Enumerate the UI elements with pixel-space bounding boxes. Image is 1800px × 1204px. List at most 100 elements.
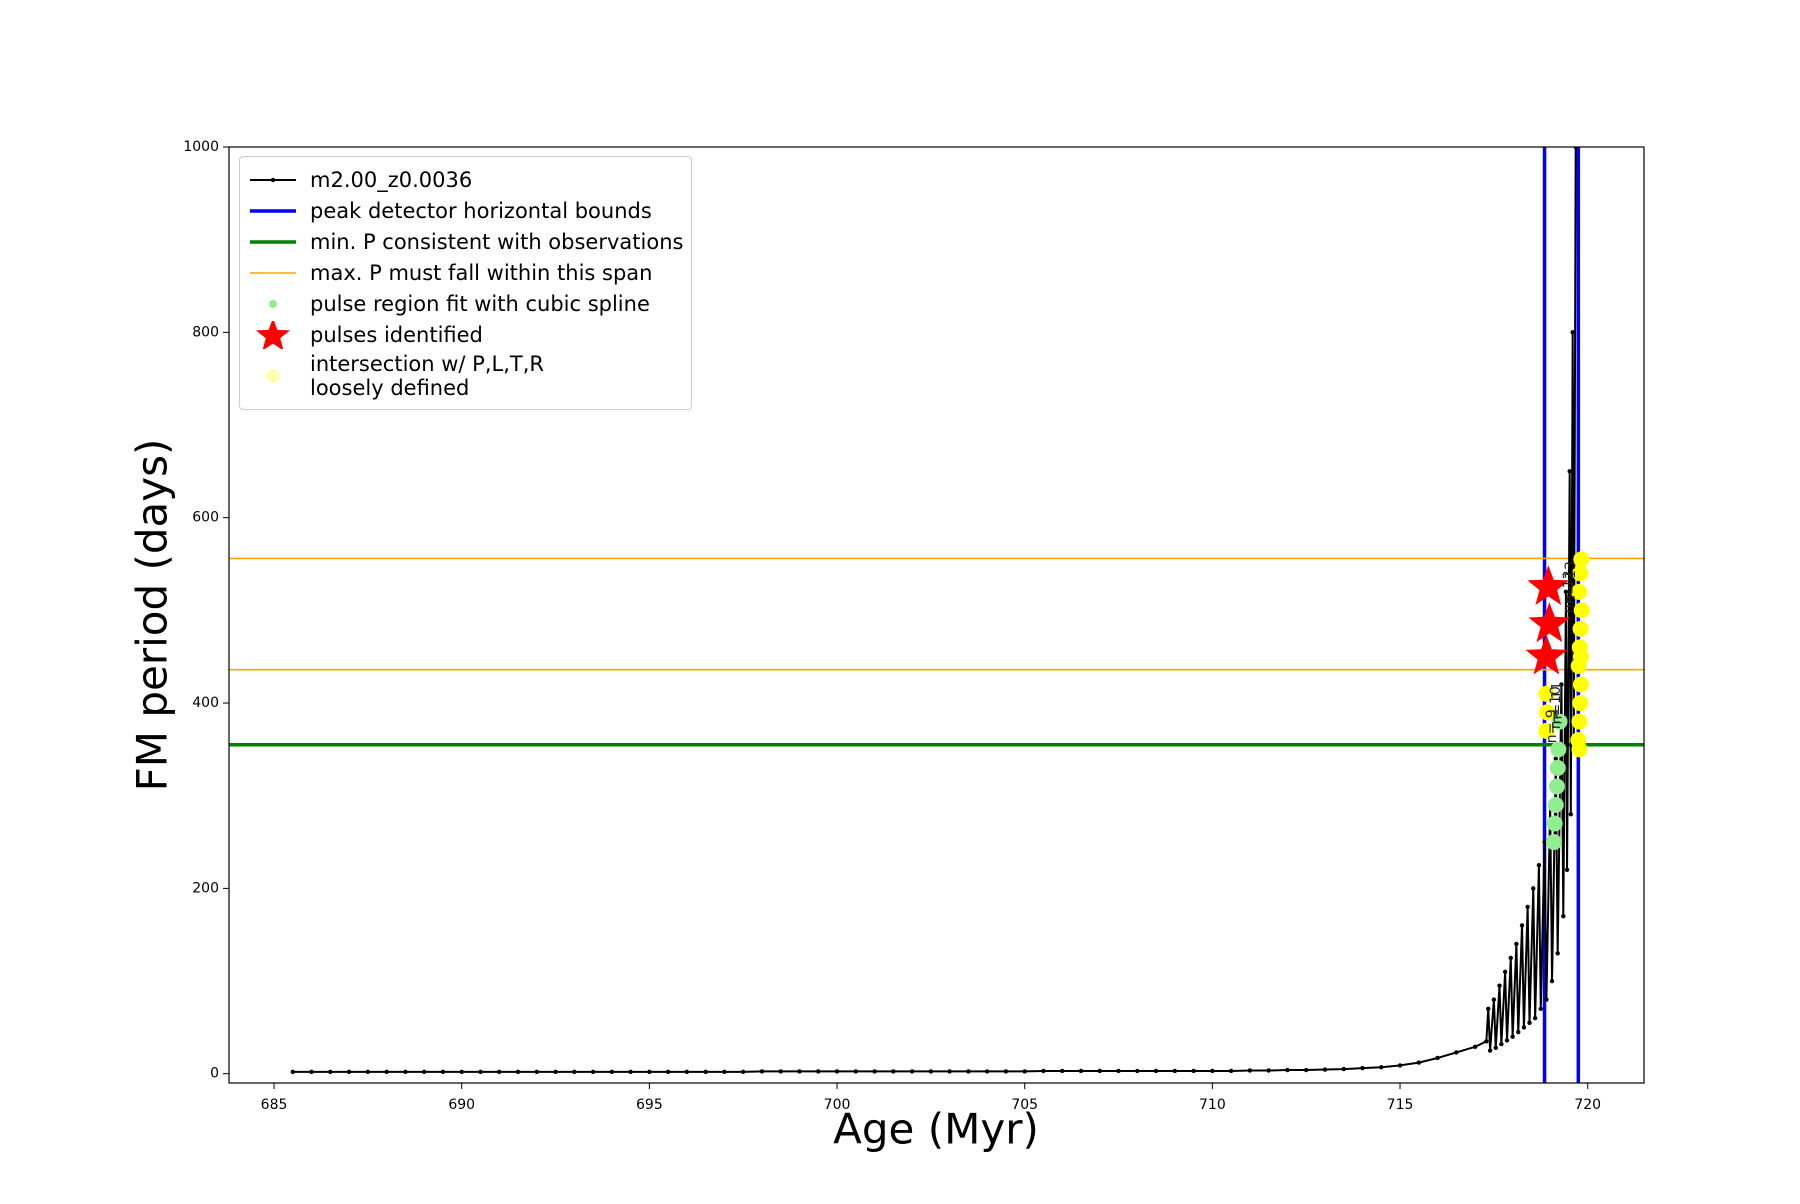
data-point — [1570, 330, 1575, 335]
data-point — [1078, 1068, 1084, 1074]
data-point — [1379, 1065, 1384, 1070]
data-point — [741, 1069, 746, 1075]
data-point — [928, 1069, 934, 1074]
data-point — [384, 1069, 389, 1075]
annotation: n= 9 — [1544, 709, 1560, 743]
legend-label: peak detector horizontal bounds — [310, 199, 652, 223]
scatter-point — [1547, 796, 1564, 813]
data-point — [1435, 1055, 1440, 1061]
legend-swatch — [266, 369, 280, 383]
legend-item: peak detector horizontal bounds — [246, 197, 683, 225]
y-tick-label: 800 — [192, 324, 219, 340]
data-point — [984, 1069, 990, 1074]
data-point — [703, 1069, 708, 1075]
annotation: n= 13 — [1563, 561, 1579, 604]
data-point — [1527, 1020, 1532, 1025]
data-point — [665, 1069, 671, 1075]
x-tick-label: 690 — [448, 1097, 475, 1113]
scatter-point — [1551, 713, 1568, 730]
data-point — [647, 1069, 652, 1075]
scatter-point — [1538, 685, 1555, 702]
annotation: n= 12 — [1561, 570, 1577, 613]
data-point — [1544, 997, 1549, 1002]
data-point — [853, 1069, 859, 1074]
data-point — [816, 1069, 821, 1074]
data-point — [778, 1069, 783, 1074]
data-point — [1097, 1068, 1102, 1074]
data-point — [1508, 955, 1513, 961]
y-tick-label: 200 — [192, 880, 219, 896]
legend-label: intersection w/ P,L,T,R loosely defined — [310, 352, 544, 400]
data-point — [947, 1069, 952, 1074]
data-point — [1559, 682, 1564, 687]
pulse-star — [1528, 602, 1571, 643]
y-axis-label: FM period (days) — [128, 439, 177, 792]
data-point — [478, 1069, 483, 1075]
y-tick-label: 0 — [210, 1066, 219, 1082]
data-point — [1022, 1069, 1027, 1074]
scatter-point — [1571, 583, 1588, 600]
data-point — [1502, 969, 1508, 974]
legend-label: m2.00_z0.0036 — [310, 168, 473, 192]
data-point — [1487, 1048, 1493, 1053]
scatter-point — [1550, 741, 1567, 758]
data-point — [346, 1069, 352, 1075]
data-point — [1416, 1060, 1422, 1065]
x-tick-label: 685 — [261, 1097, 288, 1113]
data-point — [497, 1069, 502, 1075]
legend-label: pulses identified — [310, 323, 483, 347]
scatter-point — [1571, 713, 1588, 730]
data-point — [1153, 1068, 1159, 1074]
scatter-point — [1548, 778, 1565, 795]
data-point — [759, 1069, 765, 1074]
data-point — [797, 1069, 802, 1074]
data-point — [1285, 1067, 1290, 1073]
legend-swatch — [250, 272, 296, 274]
data-point — [1567, 469, 1572, 474]
data-point — [290, 1069, 296, 1075]
data-point — [421, 1069, 427, 1075]
data-point — [1514, 941, 1519, 947]
x-tick-label: 695 — [636, 1097, 663, 1113]
data-point — [403, 1069, 408, 1075]
data-point — [1266, 1068, 1271, 1073]
data-point — [684, 1069, 690, 1075]
pulse-star — [1525, 634, 1568, 675]
scatter-point — [1538, 722, 1555, 739]
x-axis-label: Age (Myr) — [833, 1105, 1039, 1154]
data-point — [1525, 904, 1530, 910]
data-point — [1135, 1068, 1140, 1074]
legend-swatch — [255, 321, 291, 349]
legend-item: max. P must fall within this span — [246, 259, 683, 287]
data-point — [1542, 839, 1547, 845]
legend-label: max. P must fall within this span — [310, 261, 653, 285]
data-point — [1060, 1068, 1065, 1074]
data-point — [1486, 1006, 1491, 1012]
legend-swatch — [250, 209, 296, 213]
data-point — [590, 1069, 596, 1075]
data-point — [1519, 923, 1525, 928]
data-point — [1493, 1045, 1498, 1050]
data-point — [1003, 1069, 1009, 1074]
plot-area: n= 9n= 10n= 11 n= 12n= 13 — [229, 147, 1644, 1083]
data-point — [628, 1069, 633, 1075]
data-point — [1568, 812, 1574, 817]
legend-dot — [270, 177, 276, 183]
data-point — [1563, 589, 1569, 595]
data-point — [1397, 1063, 1403, 1068]
data-point — [440, 1069, 446, 1075]
annotation: n= 11 — [1550, 682, 1566, 725]
y-tick-label: 600 — [192, 510, 219, 526]
legend-label: pulse region fit with cubic spline — [310, 292, 650, 316]
data-point — [609, 1069, 615, 1075]
scatter-point — [1573, 602, 1590, 619]
data-point — [572, 1069, 577, 1075]
data-point — [1210, 1068, 1215, 1074]
legend-item: intersection w/ P,L,T,R loosely defined — [246, 352, 683, 400]
data-point — [1454, 1050, 1459, 1055]
data-point — [1532, 1015, 1538, 1021]
data-point — [1538, 1006, 1543, 1012]
data-point — [1228, 1068, 1234, 1074]
legend-label: min. P consistent with observations — [310, 230, 684, 254]
data-point — [515, 1069, 521, 1075]
